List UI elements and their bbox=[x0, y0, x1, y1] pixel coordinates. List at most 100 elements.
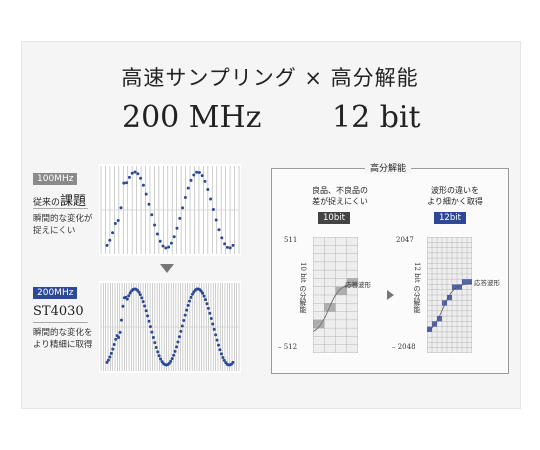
sample-point bbox=[186, 303, 190, 307]
resolution-title: 高分解能 bbox=[365, 161, 412, 174]
sample-point bbox=[169, 359, 173, 363]
sample-point bbox=[200, 174, 204, 178]
sample-point bbox=[203, 298, 207, 302]
sample-point bbox=[108, 238, 112, 242]
sample-point bbox=[205, 302, 209, 306]
sample-point bbox=[188, 299, 192, 303]
sample-point bbox=[111, 347, 115, 351]
sample-point bbox=[214, 218, 218, 222]
sample-point bbox=[106, 358, 110, 362]
sample-point bbox=[167, 245, 171, 249]
left-caption-line2: 差が捉えにくい bbox=[312, 197, 368, 206]
sample-point bbox=[133, 170, 137, 174]
top-desc: 瞬間的な変化が 捉えにくい bbox=[33, 213, 93, 237]
sample-point bbox=[208, 311, 212, 315]
sample-point bbox=[121, 304, 125, 308]
top-title-small: 従来の bbox=[33, 198, 61, 208]
sample-point bbox=[221, 355, 225, 359]
right-wave-label: 応答波形 bbox=[474, 279, 500, 287]
sample-point bbox=[112, 342, 116, 346]
top-waveform bbox=[100, 166, 240, 254]
sample-point bbox=[211, 207, 215, 211]
sample-point bbox=[136, 172, 140, 176]
sample-point bbox=[105, 243, 109, 247]
right-caption-line1: 波形の違いを bbox=[431, 186, 479, 195]
bottom-desc-line1: 瞬間的な変化を bbox=[33, 328, 93, 338]
bottom-title: ST4030 bbox=[33, 304, 84, 319]
quantized-cell bbox=[437, 316, 442, 322]
sample-point bbox=[153, 341, 157, 345]
sample-point bbox=[127, 175, 131, 179]
sample-point bbox=[177, 335, 181, 339]
sample-point bbox=[139, 176, 143, 180]
sample-point bbox=[147, 202, 151, 206]
sample-point bbox=[183, 313, 187, 317]
sample-point bbox=[179, 329, 183, 333]
sample-point bbox=[147, 319, 151, 323]
sample-point bbox=[148, 325, 152, 329]
sample-point bbox=[195, 170, 199, 174]
sample-point bbox=[211, 322, 215, 326]
sample-point bbox=[172, 353, 176, 357]
tag-100mhz: 100MHz bbox=[33, 173, 78, 185]
sample-point bbox=[105, 360, 109, 364]
sample-point bbox=[141, 300, 145, 304]
sample-point bbox=[223, 242, 227, 246]
sample-point bbox=[185, 308, 189, 312]
sample-point bbox=[214, 333, 218, 337]
sample-point bbox=[157, 354, 161, 358]
right-grid bbox=[426, 236, 473, 354]
sample-point bbox=[220, 236, 224, 240]
sample-point bbox=[161, 244, 165, 248]
right-caption: 波形の違いを より細かく取得 bbox=[410, 185, 500, 207]
headline: 高速サンプリング × 高分解能 bbox=[121, 66, 419, 90]
quantized-cell bbox=[346, 278, 358, 287]
sample-point bbox=[118, 330, 122, 334]
right-axis-bottom: – 2048 bbox=[392, 343, 416, 351]
sample-point bbox=[150, 330, 154, 334]
sample-point bbox=[138, 293, 142, 297]
left-caption: 良品、不良品の 差が捉えにくい bbox=[290, 185, 390, 207]
sample-point bbox=[151, 336, 155, 340]
sample-point bbox=[155, 232, 159, 236]
quantized-cell bbox=[467, 279, 472, 285]
sample-point bbox=[111, 231, 115, 235]
bottom-rule bbox=[33, 322, 88, 323]
top-waveform-panel bbox=[99, 164, 241, 256]
tag-12bit: 12bit bbox=[434, 212, 466, 224]
top-desc-line2: 捉えにくい bbox=[33, 226, 76, 236]
right-grid-svg bbox=[426, 236, 473, 354]
tag-200mhz: 200MHz bbox=[33, 287, 78, 299]
tag-10bit: 10bit bbox=[318, 212, 350, 224]
sample-point bbox=[182, 318, 186, 322]
sample-point bbox=[116, 219, 120, 223]
sample-point bbox=[119, 318, 123, 322]
sample-point bbox=[217, 228, 221, 232]
sample-point bbox=[215, 338, 219, 342]
sample-point bbox=[192, 173, 196, 177]
left-axis-bottom: – 512 bbox=[278, 343, 298, 351]
sample-point bbox=[143, 304, 147, 308]
top-title: 従来の課題 bbox=[33, 190, 86, 209]
quantized-cell bbox=[324, 303, 336, 312]
spec-sampling-rate: 200 MHz bbox=[122, 100, 262, 135]
sample-point bbox=[183, 195, 187, 199]
sample-point bbox=[206, 187, 210, 191]
sample-point bbox=[119, 206, 123, 210]
left-axis-top: 511 bbox=[284, 236, 298, 244]
sample-point bbox=[146, 314, 150, 318]
sample-point bbox=[186, 186, 190, 190]
sample-point bbox=[180, 324, 184, 328]
sample-point bbox=[113, 221, 117, 225]
right-vertical-label: 12 bit の分解能 bbox=[413, 262, 421, 313]
sample-point bbox=[231, 360, 235, 364]
left-grid-svg bbox=[312, 236, 359, 354]
sample-point bbox=[156, 350, 160, 354]
quantized-cell bbox=[442, 300, 447, 306]
sample-point bbox=[173, 349, 177, 353]
sample-point bbox=[144, 309, 148, 313]
left-vertical-label: 10 bit の分解能 bbox=[299, 262, 307, 313]
spec-resolution: 12 bit bbox=[332, 100, 421, 135]
sample-point bbox=[159, 357, 163, 361]
sample-point bbox=[217, 343, 221, 347]
